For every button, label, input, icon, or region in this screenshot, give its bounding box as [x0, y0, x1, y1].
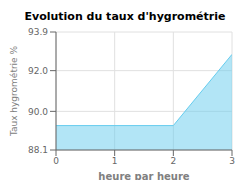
- svg-text:Taux hygrométrie %: Taux hygrométrie %: [9, 45, 19, 137]
- svg-text:0: 0: [53, 156, 59, 166]
- html-text:Evolution du taux d'hygrométri: Evolution du taux d'hygrométrie: [24, 10, 226, 23]
- svg-text:heure par heure: heure par heure: [98, 171, 189, 180]
- svg-text:3: 3: [229, 156, 235, 166]
- svg-text:2: 2: [170, 156, 176, 166]
- svg-text:88.1: 88.1: [28, 145, 48, 155]
- svg-text:92.0: 92.0: [28, 66, 48, 76]
- svg-text:93.9: 93.9: [28, 27, 48, 37]
- svg-text:90.0: 90.0: [28, 107, 48, 117]
- svg-text:1: 1: [112, 156, 118, 166]
